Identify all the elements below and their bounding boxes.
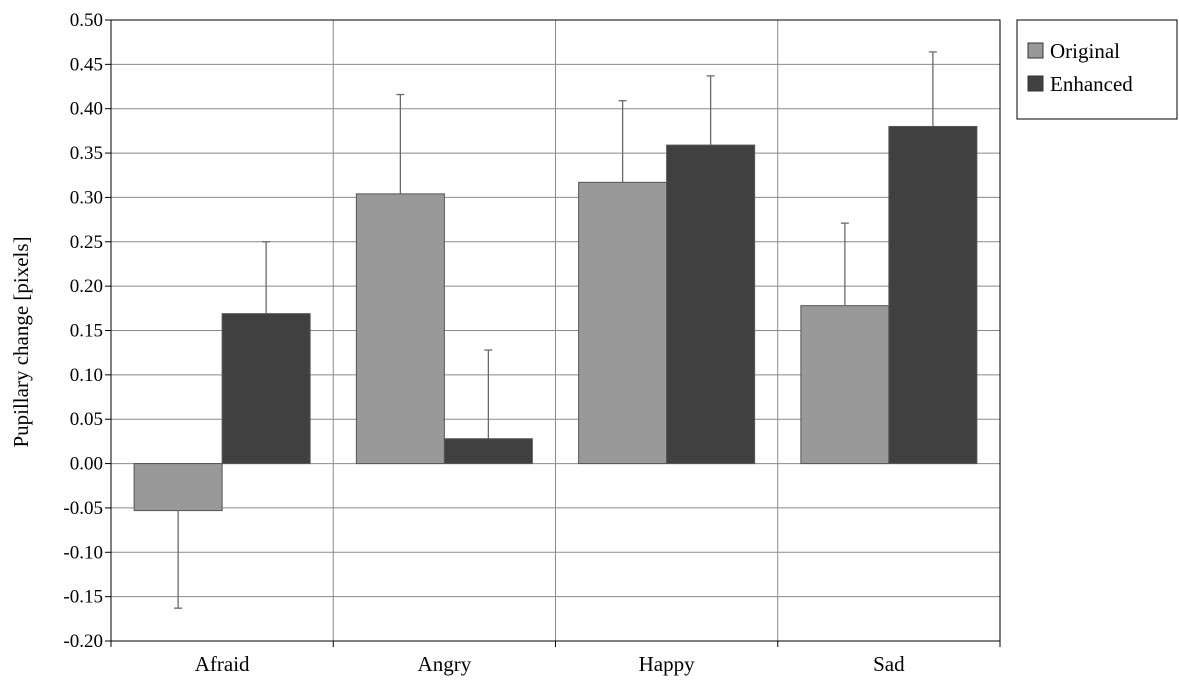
bar-original-afraid xyxy=(133,463,223,512)
y-tick-label: 0.25 xyxy=(70,232,103,253)
bar-enhanced-happy xyxy=(666,144,756,465)
y-tick-label: 0.00 xyxy=(70,454,103,475)
bars xyxy=(133,125,978,512)
axes xyxy=(105,19,1001,647)
x-tick-label: Sad xyxy=(873,652,905,676)
legend-label-enhanced: Enhanced xyxy=(1050,72,1133,96)
bar-enhanced-sad xyxy=(888,125,978,465)
bar-original-angry xyxy=(355,193,445,465)
y-axis-title: Pupillary change [pixels] xyxy=(9,236,33,447)
x-tick-labels: Afraid Angry Happy Sad xyxy=(195,652,905,676)
y-tick-label: -0.20 xyxy=(63,631,103,652)
y-tick-label: -0.05 xyxy=(63,498,103,519)
y-tick-label: 0.20 xyxy=(70,276,103,297)
bar-original-sad xyxy=(800,305,890,465)
bar-original-happy xyxy=(578,181,668,465)
x-tick-label: Happy xyxy=(639,652,695,676)
y-tick-label: 0.50 xyxy=(70,10,103,31)
legend-box xyxy=(1016,19,1178,120)
y-tick-label: 0.15 xyxy=(70,321,103,342)
legend-swatch-enhanced xyxy=(1027,75,1044,92)
legend: Original Enhanced xyxy=(1016,19,1178,120)
legend-label-original: Original xyxy=(1050,39,1120,63)
y-tick-label: 0.05 xyxy=(70,409,103,430)
y-tick-label: -0.10 xyxy=(63,542,103,563)
bar-enhanced-afraid xyxy=(221,313,311,465)
error-bars xyxy=(174,51,937,609)
y-tick-label: 0.30 xyxy=(70,187,103,208)
y-tick-label: 0.10 xyxy=(70,365,103,386)
x-tick-label: Afraid xyxy=(195,652,250,676)
y-tick-label: 0.45 xyxy=(70,54,103,75)
y-tick-label: 0.35 xyxy=(70,143,103,164)
y-tick-labels: 0.50 0.45 0.40 0.35 0.30 0.25 0.20 0.15 0.10 0.05… xyxy=(63,10,103,652)
x-tick-label: Angry xyxy=(418,652,472,676)
legend-swatch-original xyxy=(1027,42,1044,59)
y-tick-label: -0.15 xyxy=(63,587,103,608)
y-tick-label: 0.40 xyxy=(70,99,103,120)
bar-enhanced-angry xyxy=(443,438,533,465)
